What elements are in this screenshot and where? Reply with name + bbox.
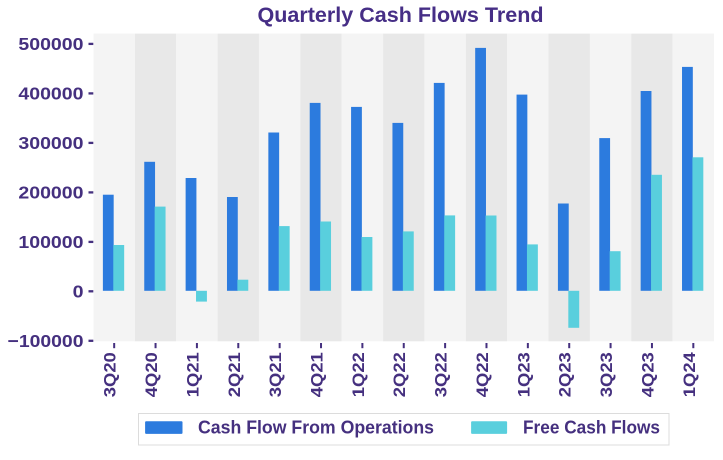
svg-text:300000: 300000 bbox=[18, 133, 83, 153]
svg-text:−100000: −100000 bbox=[8, 331, 84, 351]
svg-text:4Q23: 4Q23 bbox=[638, 352, 657, 397]
svg-text:400000: 400000 bbox=[18, 83, 83, 103]
svg-text:3Q22: 3Q22 bbox=[432, 352, 451, 397]
svg-text:2Q21: 2Q21 bbox=[225, 352, 244, 397]
svg-text:200000: 200000 bbox=[18, 182, 83, 202]
svg-text:4Q20: 4Q20 bbox=[142, 352, 161, 397]
svg-text:1Q23: 1Q23 bbox=[514, 352, 533, 397]
svg-text:3Q20: 3Q20 bbox=[101, 352, 120, 397]
svg-text:2Q22: 2Q22 bbox=[390, 352, 409, 397]
svg-text:4Q22: 4Q22 bbox=[473, 352, 492, 397]
svg-text:3Q21: 3Q21 bbox=[266, 352, 285, 397]
svg-text:Free Cash Flows: Free Cash Flows bbox=[523, 417, 660, 437]
svg-text:1Q22: 1Q22 bbox=[349, 352, 368, 397]
svg-text:100000: 100000 bbox=[18, 232, 83, 252]
svg-text:2Q23: 2Q23 bbox=[556, 352, 575, 397]
svg-text:500000: 500000 bbox=[18, 34, 83, 54]
svg-text:Quarterly Cash Flows Trend: Quarterly Cash Flows Trend bbox=[258, 4, 544, 27]
svg-text:1Q24: 1Q24 bbox=[680, 352, 699, 398]
svg-text:4Q21: 4Q21 bbox=[308, 352, 327, 397]
svg-text:1Q21: 1Q21 bbox=[183, 352, 202, 397]
svg-text:0: 0 bbox=[73, 281, 84, 301]
svg-text:3Q23: 3Q23 bbox=[597, 352, 616, 397]
svg-text:Cash Flow From Operations: Cash Flow From Operations bbox=[198, 417, 434, 437]
